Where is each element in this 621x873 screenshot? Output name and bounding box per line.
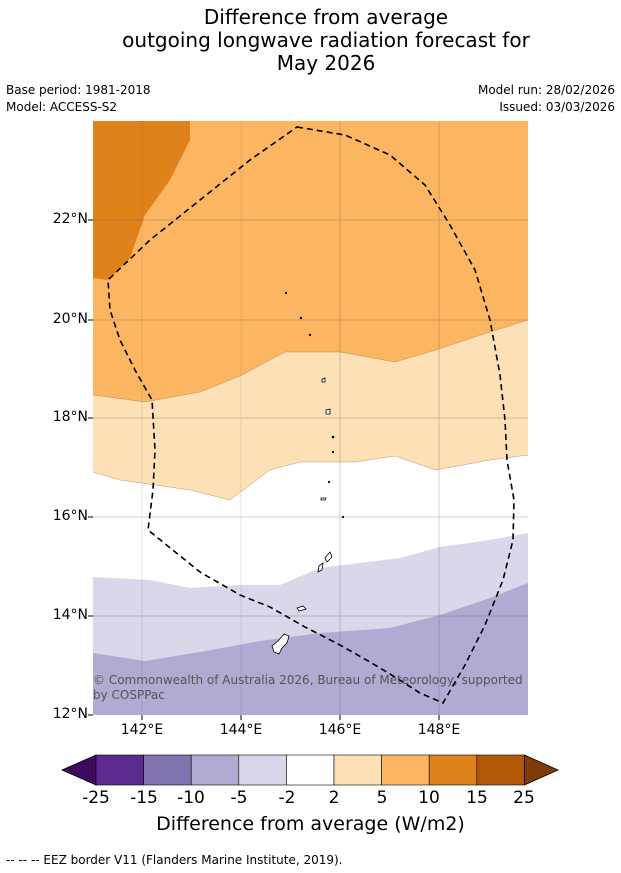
y-tick-label: 14°N bbox=[52, 607, 88, 623]
x-tick-label: 142°E bbox=[120, 722, 164, 738]
islands bbox=[271, 291, 345, 655]
colorbar-segment bbox=[286, 754, 335, 786]
colorbar-tick: 10 bbox=[418, 788, 440, 808]
x-tick-label: 148°E bbox=[417, 722, 461, 738]
colorbar-tick: 2 bbox=[328, 788, 340, 808]
eez-border bbox=[107, 126, 515, 705]
eez-legend-note: -- -- -- EEZ border V11 (Flanders Marine… bbox=[6, 853, 343, 867]
colorbar-segment bbox=[333, 754, 382, 786]
colorbar-segment bbox=[238, 754, 287, 786]
islet bbox=[299, 316, 303, 320]
colorbar-tick: -5 bbox=[230, 788, 248, 808]
agrihan-island bbox=[321, 377, 326, 383]
saipan-island bbox=[324, 551, 333, 563]
colorbar-segment bbox=[143, 754, 192, 786]
colorbar-segment bbox=[428, 754, 478, 786]
colorbar-label: Difference from average (W/m2) bbox=[156, 813, 465, 835]
colorbar-tick: 15 bbox=[466, 788, 488, 808]
issued-date: Issued: 03/03/2026 bbox=[499, 100, 615, 114]
colorbar-segment bbox=[190, 754, 240, 786]
islet bbox=[331, 450, 335, 454]
colorbar-segment bbox=[476, 754, 525, 786]
metadata-left: Base period: 1981-2018 Model: ACCESS-S2 bbox=[6, 82, 151, 116]
colorbar-tick: 25 bbox=[513, 788, 535, 808]
y-tick-label: 18°N bbox=[52, 409, 88, 425]
colorbar-tick: -15 bbox=[130, 788, 158, 808]
x-tick-label: 146°E bbox=[318, 722, 362, 738]
map-plot-area: © Commonwealth of Australia 2026, Bureau… bbox=[93, 121, 528, 715]
map-title: Difference from average outgoing longwav… bbox=[0, 6, 621, 75]
band-light-orange bbox=[93, 320, 528, 500]
y-tick-label: 22°N bbox=[52, 211, 88, 227]
colorbar bbox=[61, 754, 559, 786]
band-medium-purple bbox=[93, 583, 528, 715]
colorbar-segment bbox=[95, 754, 144, 786]
model-name: Model: ACCESS-S2 bbox=[6, 100, 118, 114]
colorbar-extend-high bbox=[524, 754, 559, 786]
islet bbox=[327, 480, 331, 484]
title-line-2: outgoing longwave radiation forecast for bbox=[122, 28, 530, 52]
tinian-island bbox=[317, 562, 324, 573]
copyright-line-2: by COSPPac bbox=[93, 688, 165, 702]
model-run: Model run: 28/02/2026 bbox=[477, 83, 615, 97]
anatahan-island bbox=[320, 497, 327, 501]
axis-ticks bbox=[88, 219, 440, 720]
pagan-island bbox=[325, 408, 331, 415]
colorbar-tick: -25 bbox=[82, 788, 110, 808]
y-tick-label: 16°N bbox=[52, 508, 88, 524]
islet bbox=[331, 435, 335, 439]
base-period: Base period: 1981-2018 bbox=[6, 83, 151, 97]
islet bbox=[308, 333, 312, 337]
y-tick-label: 12°N bbox=[52, 706, 88, 722]
colorbar-tick: 5 bbox=[376, 788, 388, 808]
colorbar-extend-low bbox=[61, 754, 97, 786]
band-orange bbox=[93, 121, 528, 402]
colorbar-tick: -2 bbox=[278, 788, 296, 808]
islet bbox=[341, 515, 345, 519]
title-line-3: May 2026 bbox=[276, 51, 376, 75]
islet bbox=[284, 291, 288, 295]
rota-island bbox=[296, 605, 307, 612]
band-dark-orange bbox=[93, 121, 190, 280]
title-line-1: Difference from average bbox=[203, 5, 449, 29]
x-tick-label: 144°E bbox=[219, 722, 263, 738]
copyright-line-1: © Commonwealth of Australia 2026, Bureau… bbox=[93, 673, 523, 687]
y-tick-label: 20°N bbox=[52, 311, 88, 327]
metadata-right: Model run: 28/02/2026 Issued: 03/03/2026 bbox=[478, 82, 615, 116]
colorbar-tick: -10 bbox=[177, 788, 205, 808]
contour-lines bbox=[93, 319, 528, 501]
colorbar-segment bbox=[381, 754, 430, 786]
guam-island bbox=[271, 633, 290, 655]
gridlines bbox=[93, 121, 528, 715]
